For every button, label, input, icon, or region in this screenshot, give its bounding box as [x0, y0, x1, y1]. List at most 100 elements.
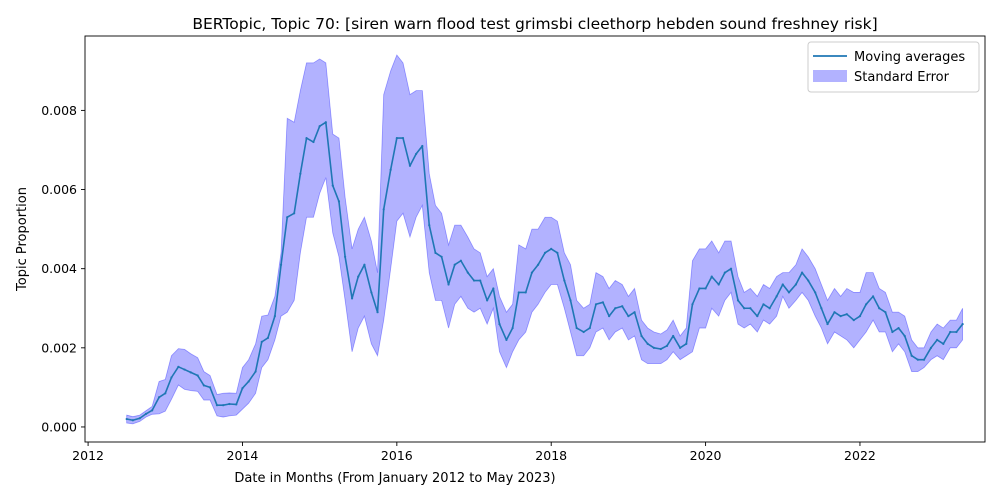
data-point: [646, 342, 649, 345]
data-point: [235, 403, 238, 406]
data-point: [486, 299, 489, 302]
data-point: [144, 412, 148, 415]
data-point: [903, 334, 906, 338]
data-point: [395, 136, 398, 140]
data-point: [215, 404, 219, 407]
data-point: [942, 342, 945, 345]
data-point: [459, 259, 462, 262]
plot-frame: [84, 35, 986, 443]
data-point: [652, 346, 655, 349]
data-point: [627, 315, 630, 318]
data-point: [691, 303, 694, 306]
data-point: [350, 297, 354, 300]
data-point: [563, 279, 566, 282]
data-point: [389, 168, 392, 171]
data-point: [910, 354, 913, 357]
legend-label-standard-error: Standard Error: [854, 70, 950, 85]
data-point: [151, 409, 154, 412]
data-point: [260, 340, 263, 343]
data-point: [698, 287, 701, 290]
x-tick-label: 2020: [690, 448, 722, 463]
data-point: [852, 319, 855, 322]
data-point: [594, 303, 598, 306]
legend-band-swatch: [813, 70, 847, 82]
data-point: [756, 315, 759, 318]
data-point: [222, 404, 225, 407]
data-point: [949, 330, 952, 334]
data-point: [775, 295, 778, 298]
data-point: [196, 374, 199, 377]
legend-label-moving-averages: Moving averages: [854, 50, 965, 65]
data-point: [305, 136, 308, 140]
data-point: [517, 291, 520, 294]
data-point: [505, 338, 508, 342]
data-point: [466, 271, 469, 274]
data-point: [524, 291, 527, 294]
data-point: [170, 376, 173, 379]
plot-area: [125, 54, 964, 425]
data-point: [884, 311, 887, 314]
data-point: [807, 279, 810, 282]
data-point: [820, 307, 823, 310]
x-tick-label: 2022: [844, 448, 876, 463]
x-tick-label: 2014: [227, 448, 259, 463]
data-point: [833, 311, 836, 314]
data-point: [164, 392, 167, 395]
data-point: [729, 267, 733, 270]
data-point: [800, 271, 804, 274]
y-tick-label: 0.006: [41, 182, 77, 197]
data-point: [762, 303, 765, 306]
data-point: [158, 396, 161, 399]
data-point: [479, 279, 482, 282]
data-point: [208, 386, 212, 389]
data-point: [787, 291, 791, 294]
y-axis-label: Topic Proportion: [15, 187, 30, 292]
data-point: [131, 419, 134, 422]
data-point: [858, 315, 862, 318]
data-point: [318, 125, 321, 128]
x-tick-label: 2016: [381, 448, 413, 463]
data-point: [891, 330, 894, 334]
data-point: [794, 283, 797, 286]
data-point: [286, 216, 289, 219]
data-point: [254, 370, 257, 373]
data-point: [511, 326, 514, 330]
chart-title: BERTopic, Topic 70: [siren warn flood te…: [192, 15, 877, 33]
data-point: [814, 291, 817, 294]
data-point: [273, 315, 276, 318]
y-tick-label: 0.004: [41, 261, 77, 276]
data-point: [865, 303, 868, 306]
data-point: [621, 305, 624, 308]
data-point: [936, 338, 939, 342]
data-point: [247, 380, 250, 383]
data-point: [344, 255, 347, 258]
data-point: [961, 322, 964, 326]
data-point: [293, 212, 296, 215]
data-point: [536, 263, 540, 266]
data-point: [781, 283, 784, 286]
data-point: [871, 295, 875, 298]
data-point: [376, 311, 379, 314]
data-point: [633, 311, 636, 314]
data-point: [569, 299, 572, 302]
data-point: [922, 358, 926, 361]
axis-ticks: 2012 2014 2016 2018 2020 2022 0.000 0.002 0.004 0…: [41, 103, 876, 463]
data-point: [279, 263, 283, 266]
data-point: [312, 140, 315, 144]
data-point: [401, 136, 405, 140]
data-point: [177, 365, 180, 368]
data-point: [679, 346, 682, 349]
data-point: [717, 283, 720, 286]
data-point: [337, 200, 341, 203]
data-point: [357, 275, 360, 278]
x-tick-label: 2018: [535, 448, 567, 463]
y-tick-label: 0.008: [41, 103, 77, 118]
data-point: [183, 368, 186, 371]
data-point: [601, 301, 605, 304]
y-tick-label: 0.000: [41, 419, 77, 434]
data-point: [434, 251, 437, 254]
data-point: [428, 224, 431, 227]
data-point: [492, 287, 495, 290]
data-point: [665, 344, 669, 347]
